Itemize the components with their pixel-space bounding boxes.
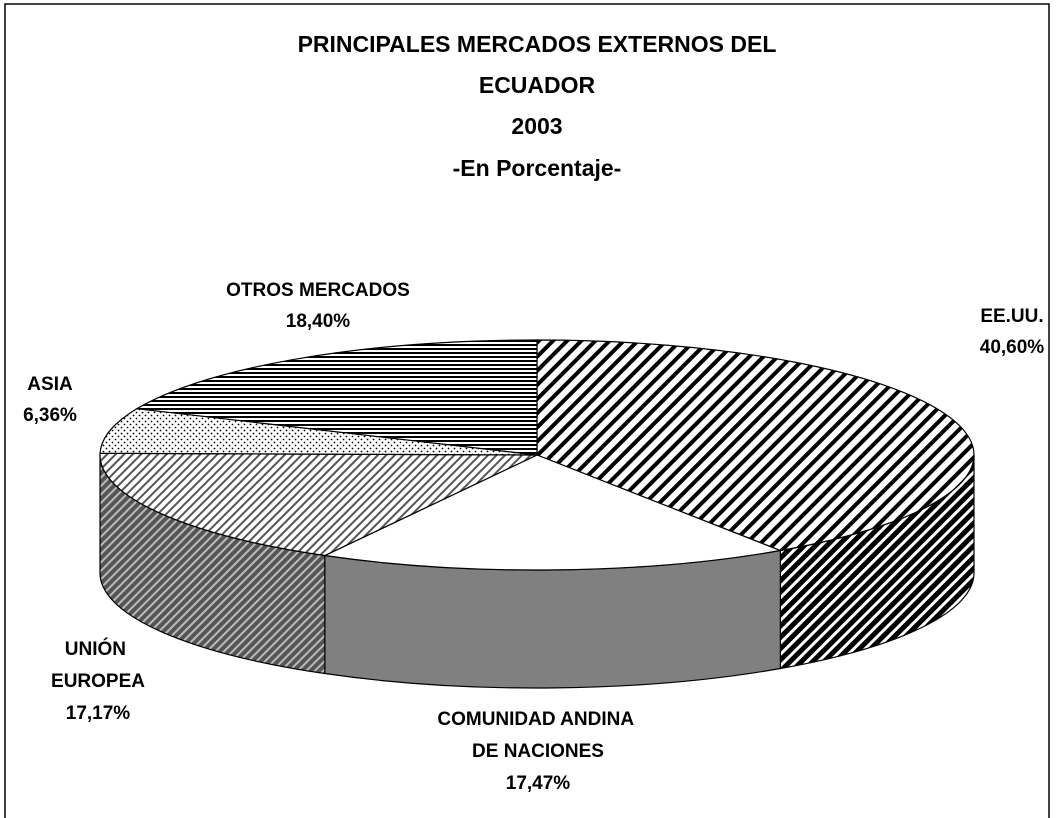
label-line: EUROPEA bbox=[51, 671, 145, 692]
label-line: COMUNIDAD ANDINA bbox=[437, 709, 638, 730]
label-line: UNIÓN bbox=[65, 638, 132, 660]
value-label: 17,17% bbox=[66, 703, 131, 724]
label-line: OTROS MERCADOS bbox=[226, 280, 410, 301]
label-line: EE.UU. bbox=[980, 306, 1043, 327]
value-label: 18,40% bbox=[286, 311, 351, 332]
chart-title: -En Porcentaje- bbox=[453, 155, 622, 181]
chart-title: PRINCIPALES MERCADOS EXTERNOS DEL bbox=[298, 31, 777, 57]
value-label: 6,36% bbox=[23, 405, 77, 426]
slice bbox=[99, 452, 538, 557]
slice bbox=[536, 339, 975, 552]
label-line: ASIA bbox=[27, 374, 73, 395]
value-label: 17,47% bbox=[506, 773, 571, 794]
label-line: DE NACIONES bbox=[472, 741, 604, 762]
slice-label: OTROS MERCADOS bbox=[226, 280, 410, 301]
slice-side bbox=[324, 549, 781, 689]
chart-title: 2003 bbox=[511, 113, 562, 139]
slice-label: ASIA bbox=[27, 374, 73, 395]
chart-title: ECUADOR bbox=[479, 72, 596, 98]
slice bbox=[99, 408, 538, 456]
slice-label: EE.UU. bbox=[980, 306, 1043, 327]
slice-label: COMUNIDAD ANDINA DE NACIONES bbox=[437, 709, 638, 762]
slice bbox=[135, 339, 538, 456]
frame bbox=[4, 3, 1050, 818]
slice-label: UNIÓN EUROPEA bbox=[51, 638, 145, 692]
value-label: 40,60% bbox=[980, 337, 1045, 358]
slice bbox=[322, 454, 783, 571]
